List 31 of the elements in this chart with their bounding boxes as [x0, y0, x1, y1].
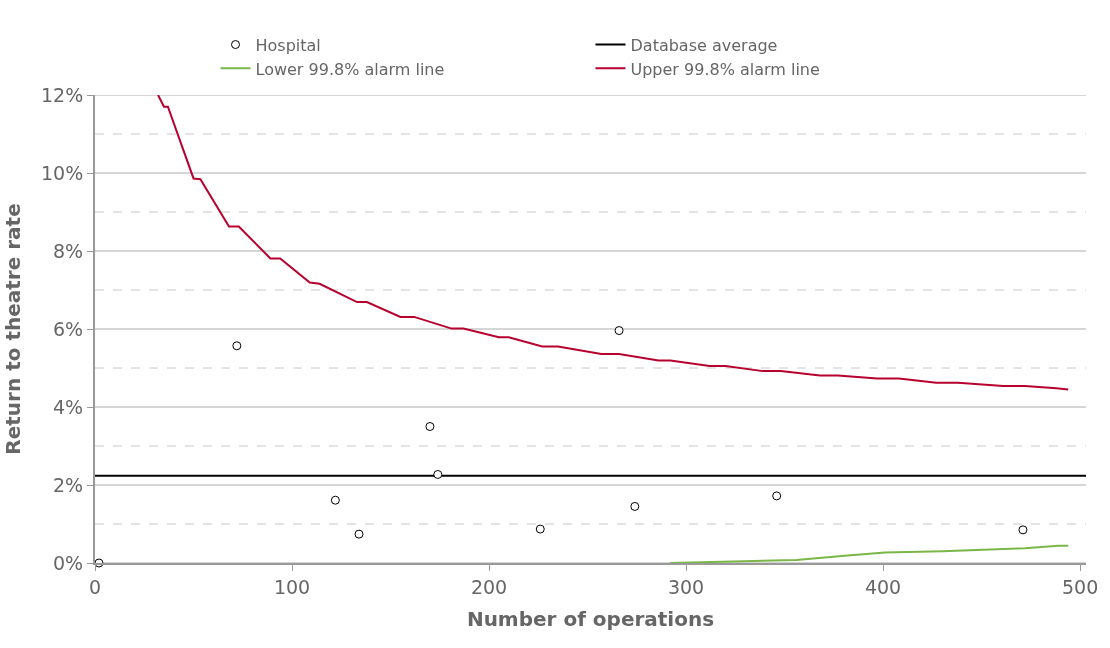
legend-label: Upper 99.8% alarm line: [630, 59, 820, 79]
point: [425, 422, 435, 431]
legend-label: Lower 99.8% alarm line: [255, 59, 445, 79]
legend-label: Hospital: [255, 35, 321, 55]
point: [772, 491, 782, 501]
point: [630, 501, 640, 511]
line-series: [669, 544, 1070, 563]
point: [433, 469, 443, 479]
x-tick-label: 400: [864, 575, 902, 598]
point: [330, 495, 340, 505]
y-tick-label: 6%: [53, 317, 84, 340]
y-tick-label: 4%: [53, 395, 84, 418]
y-tick-label: 10%: [40, 161, 84, 184]
point: [1018, 525, 1028, 535]
point: [354, 529, 364, 539]
point: [614, 326, 624, 336]
x-tick-label: 300: [667, 575, 705, 598]
y-tick-label: 8%: [53, 239, 84, 262]
y-tick-label: 2%: [53, 473, 84, 496]
y-tick-label: 12%: [40, 83, 84, 106]
x-axis-title: Number of operations: [466, 606, 715, 631]
y-tick-label: 0%: [53, 551, 84, 574]
x-tick-label: 500: [1061, 575, 1099, 598]
x-tick-label: 0: [88, 575, 102, 598]
x-tick-label: 100: [273, 575, 311, 598]
line-series: [157, 95, 1070, 391]
point: [232, 341, 242, 351]
y-axis-title: Return to theatre rate: [0, 203, 25, 455]
point: [535, 524, 545, 534]
x-tick-label: 200: [470, 575, 508, 598]
legend-label: Database average: [630, 35, 778, 55]
